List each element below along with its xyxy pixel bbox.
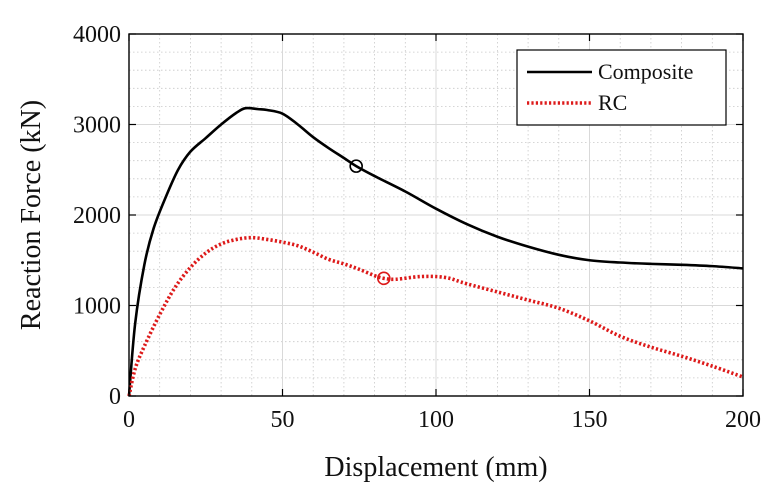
y-tick-label: 3000	[73, 113, 121, 139]
legend-label-rc: RC	[598, 90, 627, 115]
marker-rc	[377, 271, 391, 286]
series-line-composite	[127, 106, 744, 397]
legend: Composite RC	[516, 49, 727, 126]
y-tick-label: 0	[109, 384, 121, 410]
x-tick-label: 100	[418, 407, 454, 433]
legend-label-composite: Composite	[598, 59, 693, 84]
legend-box	[516, 49, 727, 126]
marker-composite	[349, 159, 363, 173]
y-axis-title: Reaction Force (kN)	[16, 100, 47, 330]
y-tick-label: 4000	[73, 22, 121, 48]
series-layer	[127, 106, 744, 397]
x-axis-title: Displacement (mm)	[324, 452, 547, 483]
x-axis-ticks: 0 50 100 150 200	[123, 34, 761, 433]
x-tick-label: 200	[725, 407, 761, 433]
y-tick-label: 2000	[73, 203, 121, 229]
y-axis-ticks: 0 1000 2000 3000 4000	[73, 22, 743, 410]
series-line-rc	[127, 235, 744, 397]
x-tick-label: 0	[123, 407, 135, 433]
x-tick-label: 50	[271, 407, 295, 433]
marker-layer	[349, 159, 391, 286]
x-tick-label: 150	[572, 407, 608, 433]
y-tick-label: 1000	[73, 294, 121, 320]
